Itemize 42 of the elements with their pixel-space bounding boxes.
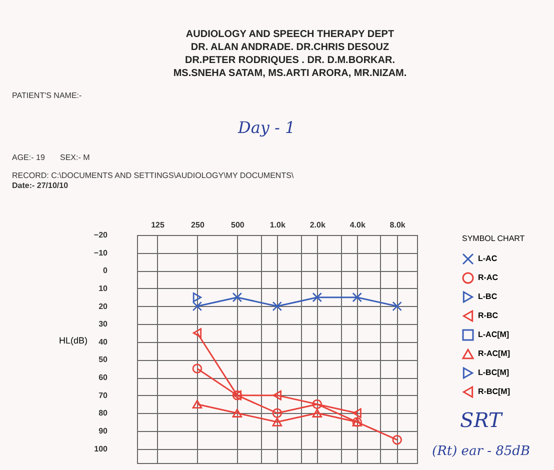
y-tick-label: 30 (98, 320, 108, 329)
y-tick-label: 60 (98, 373, 108, 382)
legend-label: R-AC (478, 273, 498, 282)
text: MS.SNEHA SATAM, MS.ARTI ARORA, MR.NIZAM. (173, 68, 407, 79)
y-tick-label: 10 (98, 284, 108, 293)
x-tick-label: 250 (191, 220, 205, 230)
legend-label: R-AC[M] (478, 349, 510, 358)
text: DR.PETER RODRIQUES . DR. D.M.BORKAR. (184, 55, 396, 66)
x-tick-label: 1.0k (270, 220, 286, 230)
legend-label: L-BC (478, 292, 498, 301)
x-tick-label: 4.0k (350, 220, 366, 230)
y-tick-label: −20 (94, 230, 108, 240)
x-tick-label: 500 (231, 220, 245, 230)
text: DR. ALAN ANDRADE. DR.CHRIS DESOUZ (190, 42, 390, 53)
x-tick-label: 125 (151, 220, 165, 230)
y-tick-label: 50 (98, 355, 108, 364)
y-tick-label: 40 (98, 337, 108, 346)
text: Date:- 27/10/10 (12, 181, 68, 190)
y-tick-label: 80 (98, 408, 108, 418)
legend-title: SYMBOL CHART (462, 234, 525, 243)
y-tick-label: 100 (94, 444, 108, 454)
y-tick-label: −10 (94, 248, 108, 258)
text: PATIENT'S NAME:- (12, 91, 82, 100)
y-tick-label: 0 (103, 266, 108, 276)
legend-label: L-AC (478, 254, 498, 263)
y-tick-label: 90 (98, 426, 108, 436)
text: Day - 1 (238, 118, 296, 137)
legend-label: L-AC[M] (478, 330, 510, 339)
legend-label: R-BC[M] (478, 387, 510, 396)
text: (Rt) ear - 85dB (432, 444, 530, 459)
text: SRT (460, 408, 502, 432)
chart-subtitle: AUDIOLOGY AND SPEECH THERAPY DEPT (186, 29, 394, 40)
legend-label: R-BC (478, 311, 498, 320)
x-tick-label: 8.0k (390, 220, 406, 230)
text: RECORD: C:\DOCUMENTS AND SETTINGS\AUDIOLOGY\MY DOCUMENTS\ (12, 171, 294, 180)
text: SEX:- M (60, 153, 90, 162)
y-tick-label: 70 (98, 390, 108, 400)
legend-label: L-BC[M] (478, 368, 510, 377)
text: AGE:- 19 (12, 153, 45, 162)
y-tick-label: 20 (98, 302, 108, 311)
y-axis-title: HL(dB) (58, 336, 88, 346)
x-tick-label: 2.0k (310, 220, 326, 230)
